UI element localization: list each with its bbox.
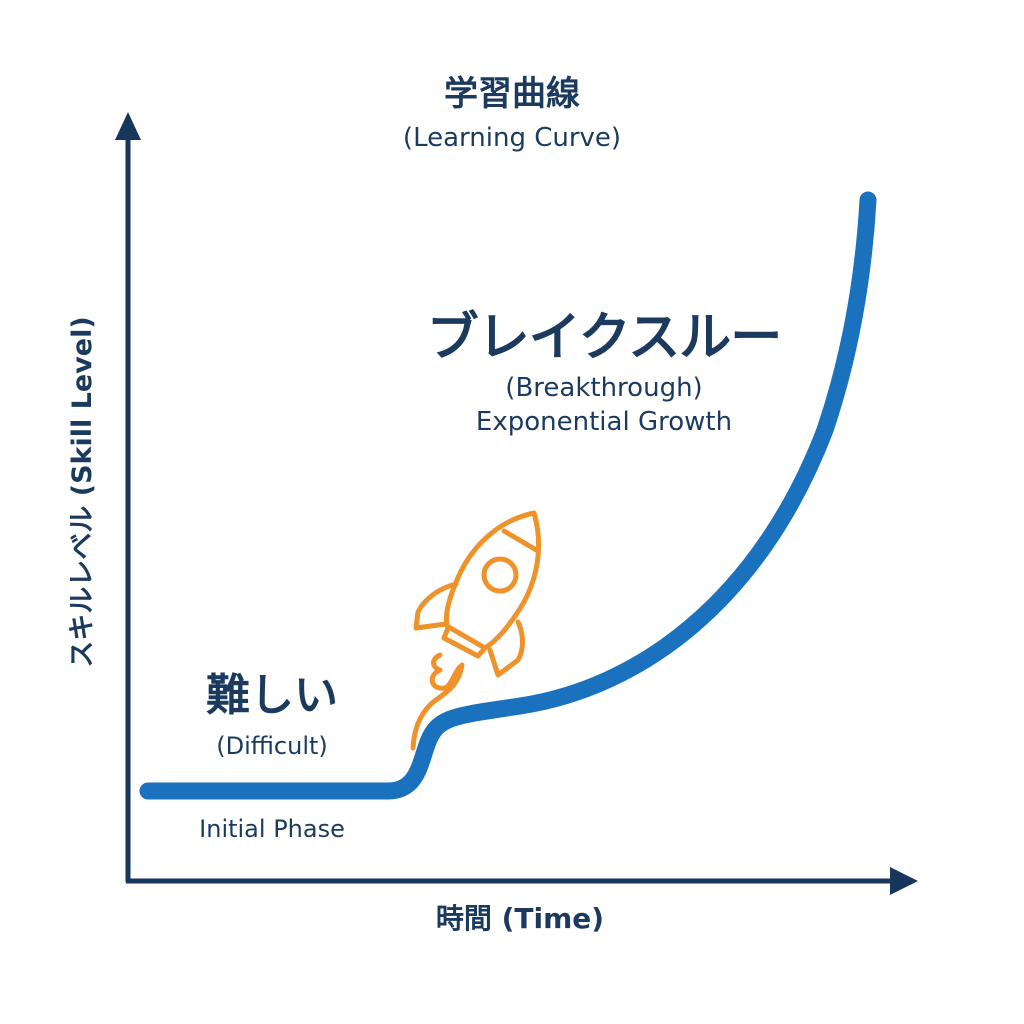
- learning-curve: [139, 191, 877, 800]
- title-en: (Learning Curve): [402, 123, 622, 153]
- title-ja: 学習曲線: [444, 74, 580, 114]
- initial-phase-label: Initial Phase: [199, 815, 345, 843]
- rocket-icon: [410, 510, 542, 751]
- breakthrough-en: (Breakthrough): [505, 373, 703, 403]
- difficult-en: (Difficult): [216, 732, 328, 760]
- x-axis-arrow: [890, 867, 918, 895]
- breakthrough-ja: ブレイクスルー: [426, 308, 782, 368]
- y-axis-label: スキルレベル (Skill Level): [67, 316, 99, 668]
- x-axis-label: 時間 (Time): [435, 902, 605, 935]
- difficult-ja: 難しい: [206, 670, 338, 721]
- y-axis-arrow: [115, 112, 141, 140]
- exponential-growth-label: Exponential Growth: [475, 407, 733, 437]
